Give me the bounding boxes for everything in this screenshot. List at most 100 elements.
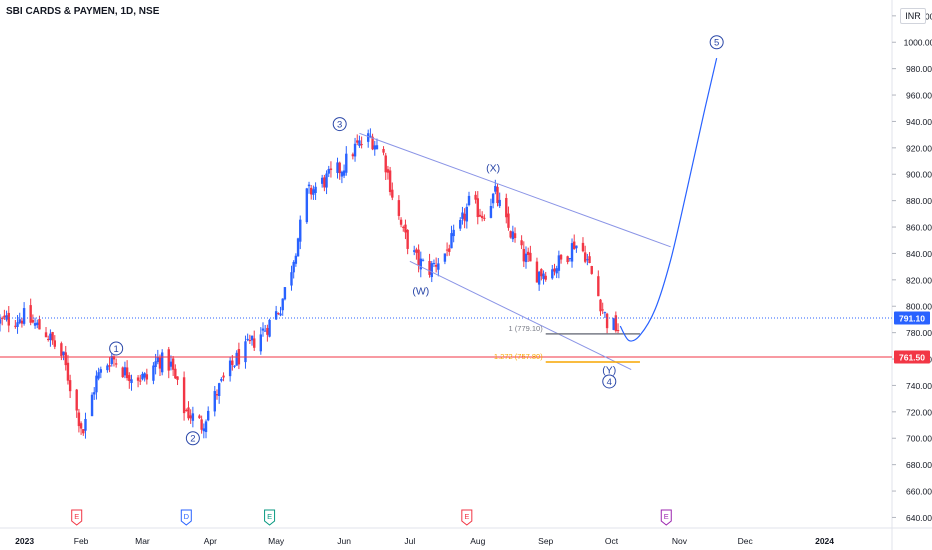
y-tick-label: 780.00 bbox=[906, 328, 932, 338]
candle-body bbox=[29, 305, 32, 323]
candle-body bbox=[448, 248, 451, 252]
candle-body bbox=[323, 177, 326, 188]
candle-body bbox=[182, 377, 186, 414]
candle-body bbox=[90, 394, 94, 417]
candle-body bbox=[281, 298, 284, 311]
candle-body bbox=[143, 373, 146, 378]
y-tick-label: 880.00 bbox=[906, 196, 932, 206]
candle-body bbox=[575, 245, 578, 249]
candle-body bbox=[160, 352, 164, 373]
candle-body bbox=[511, 231, 515, 240]
candle-body bbox=[586, 259, 589, 261]
wave-label-circle bbox=[602, 374, 617, 389]
candle-body bbox=[49, 333, 52, 341]
candle-body bbox=[18, 319, 21, 323]
candle-body bbox=[467, 195, 471, 206]
candle-body bbox=[555, 268, 558, 274]
candle-body bbox=[605, 313, 609, 329]
candle-body bbox=[215, 394, 219, 396]
candle-body bbox=[0, 319, 2, 324]
candle-body bbox=[292, 261, 295, 273]
candle-body bbox=[505, 197, 508, 218]
candle-body bbox=[314, 186, 317, 193]
candle-body bbox=[603, 312, 607, 314]
candle-body bbox=[231, 360, 234, 365]
wave-label: 3 bbox=[337, 120, 342, 131]
currency-label[interactable]: INR bbox=[900, 8, 926, 24]
candle-body bbox=[20, 320, 24, 324]
candle-body bbox=[522, 248, 526, 262]
candle-body bbox=[112, 356, 116, 360]
candle-body bbox=[432, 262, 436, 264]
candle-body bbox=[266, 327, 269, 335]
candle-body bbox=[274, 311, 278, 320]
candle-body bbox=[189, 415, 192, 419]
candle-body bbox=[64, 352, 67, 366]
x-tick-label: Apr bbox=[204, 536, 217, 546]
candle-body bbox=[114, 363, 118, 365]
candle-body bbox=[77, 412, 81, 427]
candle-body bbox=[51, 332, 54, 341]
candle-body bbox=[443, 253, 447, 262]
event-marker-letter: E bbox=[464, 512, 469, 521]
candle-body bbox=[299, 219, 302, 242]
candle-body bbox=[60, 343, 63, 356]
wave-label: 5 bbox=[714, 38, 719, 49]
candle-body bbox=[235, 352, 238, 366]
candle-body bbox=[130, 379, 133, 384]
candle-body bbox=[47, 338, 50, 340]
candle-body bbox=[320, 177, 324, 184]
candle-body bbox=[220, 378, 223, 381]
candle-body bbox=[128, 375, 131, 382]
candle-body bbox=[38, 319, 41, 330]
candle-body bbox=[544, 275, 547, 280]
candle-body bbox=[93, 392, 96, 395]
candle-body bbox=[250, 335, 254, 341]
candle-body bbox=[417, 249, 420, 266]
candle-body bbox=[491, 193, 495, 204]
fib-level-label: 1 (779.10) bbox=[509, 324, 544, 333]
candle-body bbox=[338, 162, 341, 174]
candle-body bbox=[382, 148, 385, 153]
candle-body bbox=[261, 328, 265, 331]
candle-body bbox=[121, 367, 124, 378]
candle-body bbox=[33, 323, 37, 326]
candle-body bbox=[535, 261, 539, 283]
candle-body bbox=[307, 184, 311, 187]
candle-body bbox=[573, 241, 576, 249]
y-tick-label: 720.00 bbox=[906, 407, 932, 417]
candle-body bbox=[329, 168, 333, 170]
candle-body bbox=[399, 219, 403, 225]
candle-body bbox=[0, 317, 4, 319]
candle-body bbox=[263, 330, 267, 332]
y-tick-label: 740.00 bbox=[906, 381, 932, 391]
candle-body bbox=[419, 258, 422, 270]
candle-body bbox=[373, 145, 376, 150]
candle-body bbox=[171, 358, 175, 370]
candle-body bbox=[450, 233, 453, 249]
y-tick-label: 920.00 bbox=[906, 143, 932, 153]
candle-body bbox=[139, 380, 142, 382]
event-marker bbox=[180, 509, 192, 526]
wave-label: 1 bbox=[114, 344, 119, 355]
candle-body bbox=[588, 256, 591, 264]
y-tick-label: 1000.00 bbox=[904, 38, 932, 48]
candle-body bbox=[476, 198, 479, 218]
candle-body bbox=[465, 206, 469, 222]
candle-body bbox=[529, 252, 532, 262]
candle-body bbox=[202, 428, 206, 432]
candle-body bbox=[437, 263, 440, 270]
candle-body bbox=[553, 268, 556, 272]
candle-body bbox=[106, 365, 109, 371]
candle-body bbox=[44, 332, 48, 338]
candle-body bbox=[246, 338, 249, 341]
wave-label: (Y) bbox=[602, 365, 616, 377]
candle-body bbox=[340, 171, 344, 177]
candle-body bbox=[421, 259, 425, 261]
x-tick-label: Jun bbox=[337, 536, 351, 546]
candle-body bbox=[204, 421, 208, 433]
candle-body bbox=[145, 374, 149, 380]
y-tick-label: 860.00 bbox=[906, 223, 932, 233]
candle-body bbox=[388, 170, 392, 193]
